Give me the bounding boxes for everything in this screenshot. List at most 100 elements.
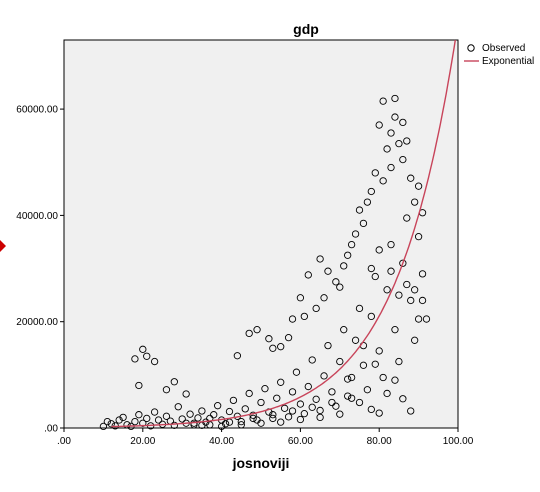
observed-point [178, 415, 186, 423]
observed-point [355, 398, 364, 407]
observed-point [288, 407, 297, 415]
observed-point [182, 390, 190, 398]
observed-point [316, 255, 324, 263]
observed-point [198, 407, 206, 415]
y-tick-label: 60000.00 [16, 105, 58, 116]
observed-point [257, 398, 265, 407]
observed-point [300, 312, 308, 321]
legend: Observed Exponential [464, 43, 534, 67]
observed-point [245, 329, 253, 338]
observed-point [351, 230, 360, 238]
observed-point [395, 139, 403, 148]
observed-point [233, 352, 242, 360]
observed-point [170, 378, 178, 386]
observed-point [241, 405, 249, 413]
observed-point [221, 420, 230, 428]
observed-point [340, 326, 348, 334]
x-tick-label: 100.00 [443, 436, 474, 447]
observed-point [375, 246, 383, 254]
observed-point [237, 417, 245, 426]
observed-point [269, 414, 277, 423]
observed-point [411, 336, 419, 344]
observed-point [135, 411, 143, 419]
observed-point [399, 118, 407, 127]
observed-point [355, 206, 364, 214]
x-tick-label: .00 [57, 436, 71, 447]
observed-point [336, 410, 344, 418]
x-axis-ticks: .00 20.00 40.00 60.00 80.00 100.00 [57, 428, 474, 447]
observed-point [371, 360, 379, 368]
chart-title: gdp [293, 21, 319, 37]
observed-point [261, 385, 269, 393]
observed-point [332, 402, 340, 410]
legend-observed-marker [467, 44, 475, 52]
observed-point [277, 343, 285, 351]
observed-point [277, 378, 285, 386]
observed-point [296, 415, 305, 424]
observed-point [115, 416, 123, 424]
observed-point [367, 312, 375, 321]
observed-point [367, 187, 375, 196]
observed-point [407, 296, 415, 305]
observed-point [422, 315, 431, 323]
observed-point [312, 395, 320, 403]
observed-point [379, 373, 387, 382]
observed-point [99, 422, 108, 431]
observed-point [288, 388, 297, 396]
observed-point [336, 357, 344, 366]
observed-point [257, 419, 265, 427]
observed-point [351, 336, 360, 344]
observed-point [332, 278, 340, 286]
observed-point [344, 392, 352, 400]
observed-point [375, 409, 383, 417]
observed-point [186, 410, 194, 418]
observed-point [399, 395, 407, 403]
observed-point [399, 259, 407, 267]
observed-point [347, 394, 356, 402]
observed-point [292, 368, 301, 376]
observed-point [407, 407, 415, 415]
observed-points [99, 94, 431, 431]
observed-point [387, 267, 395, 275]
observed-point [253, 326, 261, 334]
observed-point [355, 304, 364, 313]
x-axis-label: josnoviji [232, 455, 290, 471]
observed-point [379, 177, 387, 185]
observed-point [150, 357, 159, 366]
observed-point [296, 400, 305, 408]
observed-point [383, 286, 391, 294]
observed-point [375, 121, 383, 129]
observed-point [344, 375, 352, 383]
observed-point [206, 414, 214, 423]
observed-point [395, 357, 403, 366]
observed-point [340, 262, 348, 270]
observed-point [344, 251, 352, 259]
observed-point [359, 219, 368, 228]
observed-point [414, 182, 423, 190]
observed-point [296, 294, 305, 302]
legend-observed-label: Observed [482, 43, 525, 54]
observed-point [316, 413, 324, 422]
observed-point [336, 283, 344, 291]
observed-point [119, 413, 127, 422]
observed-point [414, 315, 423, 323]
observed-point [367, 264, 375, 273]
observed-point [143, 414, 151, 423]
observed-point [194, 414, 202, 422]
legend-exponential-label: Exponential [482, 56, 534, 67]
left-edge-marker [0, 240, 6, 252]
observed-point [123, 421, 131, 429]
observed-point [324, 341, 332, 350]
observed-point [379, 97, 387, 105]
observed-point [217, 422, 226, 431]
observed-point [225, 407, 234, 416]
observed-point [304, 271, 312, 279]
observed-point [391, 94, 399, 103]
observed-point [214, 402, 222, 410]
observed-point [131, 417, 139, 426]
observed-point [210, 411, 218, 419]
y-tick-label: .00 [44, 424, 58, 435]
observed-point [135, 381, 143, 390]
observed-point [139, 345, 147, 353]
